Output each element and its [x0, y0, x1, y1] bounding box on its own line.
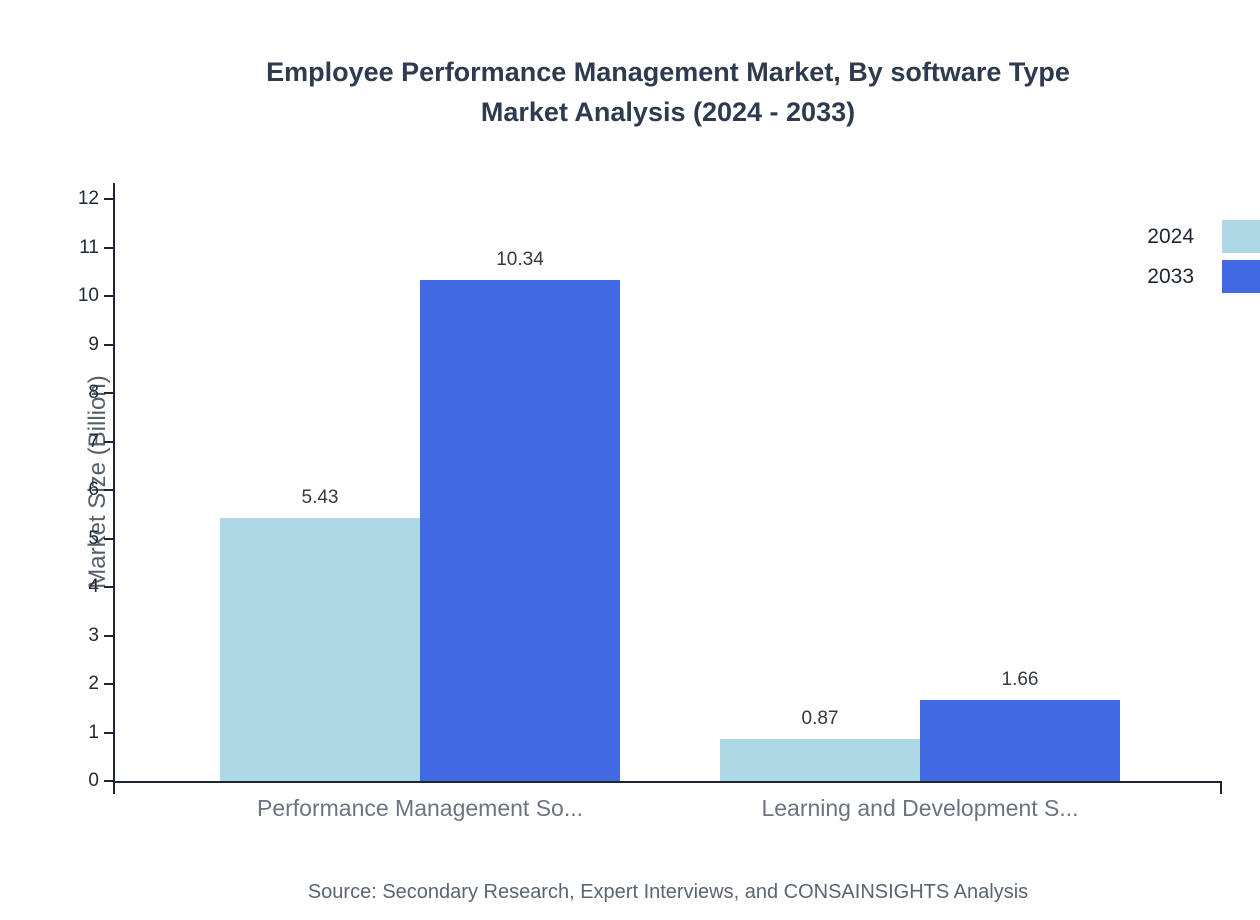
y-tick-label: 3 [88, 624, 99, 646]
y-tick-label: 8 [88, 382, 99, 403]
y-tick-label: 0 [88, 770, 99, 791]
bar-2033-cat1 [920, 700, 1120, 781]
bar-value-label: 10.34 [496, 248, 544, 270]
legend-label: 2033 [1147, 264, 1194, 288]
x-axis-end-tick [113, 781, 115, 794]
y-tick [104, 295, 113, 297]
y-tick-label: 4 [88, 576, 99, 597]
y-tick-label: 10 [77, 285, 99, 306]
y-tick-label: 9 [88, 333, 99, 355]
y-tick-label: 6 [88, 479, 99, 500]
category-label: Performance Management So... [257, 795, 583, 821]
y-tick-label: 2 [88, 673, 99, 694]
y-tick-label: 12 [77, 188, 99, 209]
y-tick [104, 198, 113, 200]
y-tick [104, 392, 113, 394]
y-tick [104, 537, 113, 540]
bar-value-label: 5.43 [301, 486, 339, 508]
y-tick [104, 440, 113, 443]
chart-title-line1: Employee Performance Management Market, … [266, 57, 1070, 87]
y-tick [104, 246, 113, 249]
legend-swatch [1222, 220, 1260, 253]
legend-item-2024[interactable]: 2024 [1147, 220, 1260, 253]
legend-swatch [1222, 260, 1260, 293]
bar-value-label: 1.66 [1001, 669, 1039, 691]
y-tick-label: 1 [88, 721, 99, 743]
y-tick-label: 7 [88, 430, 99, 452]
y-tick [104, 683, 113, 685]
bar-2033-cat0 [420, 279, 620, 781]
y-tick [104, 343, 113, 346]
bar-value-label: 0.87 [801, 707, 839, 729]
bar-2024-cat0 [220, 517, 420, 781]
legend: 2024 2033 [1147, 220, 1260, 293]
category-label: Learning and Development S... [761, 795, 1079, 821]
source-note: Source: Secondary Research, Expert Inter… [307, 881, 1029, 903]
legend-item-2033[interactable]: 2033 [1147, 260, 1260, 293]
x-axis-line [113, 781, 1222, 783]
y-axis-line [113, 183, 115, 783]
y-tick [104, 489, 113, 491]
bar-2024-cat1 [720, 738, 920, 781]
y-tick [104, 780, 113, 782]
chart-title-line2: Market Analysis (2024 - 2033) [480, 97, 856, 127]
y-tick [104, 586, 113, 588]
x-axis-end-tick [1220, 781, 1222, 794]
y-tick [104, 634, 113, 637]
y-tick-label: 11 [79, 236, 99, 258]
chart-title: Employee Performance Management Market, … [38, 52, 1260, 132]
y-tick [104, 731, 113, 734]
y-tick-label: 5 [88, 527, 99, 549]
legend-label: 2024 [1147, 224, 1194, 248]
